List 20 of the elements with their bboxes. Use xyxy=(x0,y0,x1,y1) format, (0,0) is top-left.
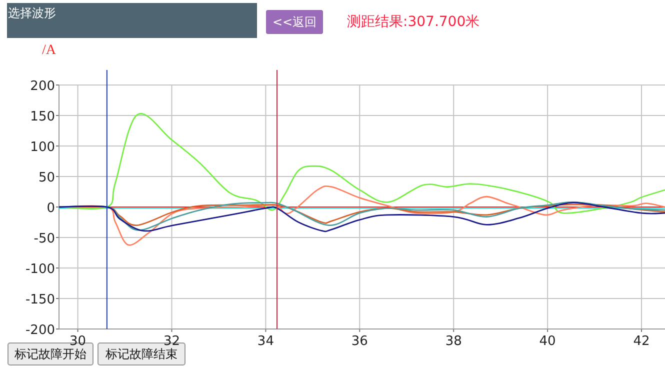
x-tick-label: 38 xyxy=(445,334,462,349)
back-button: <<返回 xyxy=(266,10,323,34)
x-tick-label: 34 xyxy=(257,334,274,349)
y-tick-label: -50 xyxy=(34,232,55,246)
text: 测距结果:307.700米 xyxy=(347,14,480,30)
y-tick-label: 100 xyxy=(30,140,55,155)
y-tick-label: 150 xyxy=(30,110,55,124)
y-tick-label: -100 xyxy=(25,262,55,277)
y-tick-label: 0 xyxy=(46,201,55,216)
line-series xyxy=(58,113,665,214)
x-tick-label: 36 xyxy=(351,334,368,349)
y-tick-label: 50 xyxy=(38,170,55,186)
y-tick-label: 200 xyxy=(30,79,55,94)
x-tick-label: 42 xyxy=(633,334,650,349)
dropdown: 选择波形 xyxy=(7,3,257,38)
y-tick-label: -150 xyxy=(25,292,55,308)
y-tick-label: -200 xyxy=(25,323,55,338)
line-series xyxy=(58,185,665,246)
y-axis-title: /A xyxy=(42,43,57,58)
x-tick-label: 40 xyxy=(539,334,556,349)
